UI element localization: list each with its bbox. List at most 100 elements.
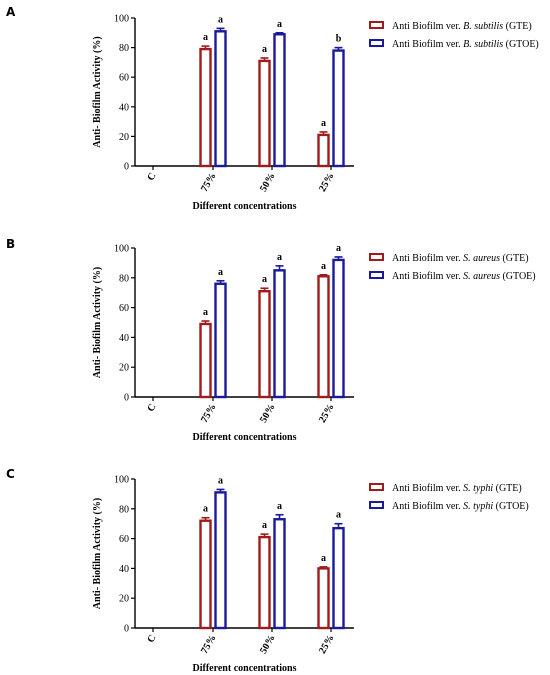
significance-label: a [203,307,208,318]
legend-swatch-gtoe [369,501,384,509]
x-tick-label: C [145,633,158,645]
bar-gte [317,133,330,168]
y-tick-label: 80 [119,504,129,515]
y-tick-label: 100 [114,475,129,486]
legend-label-suffix: (GTOE) [500,271,536,282]
significance-label: a [336,243,341,254]
y-tick-label: 40 [119,333,129,344]
legend-label-prefix: Anti Biofilm ver. [392,483,463,494]
x-tick-label: 25% [317,633,337,656]
legend-label-suffix: (GTE) [493,483,522,494]
significance-label: a [277,501,282,512]
bar-gtoe [273,33,286,168]
legend-label-prefix: Anti Biofilm ver. [392,21,463,32]
x-axis-title: Different concentrations [193,432,297,443]
legend-label-suffix: (GTE) [503,21,532,32]
legend-label-species: S. typhi [463,483,493,494]
legend-swatch-gte [369,253,384,261]
x-tick-label: 50% [258,633,278,656]
significance-label: a [203,32,208,43]
y-tick-label: 80 [119,273,129,284]
bar-gte [258,290,271,399]
legend-label-suffix: (GTE) [500,253,529,264]
legend-label-prefix: Anti Biofilm ver. [392,501,463,512]
y-tick-label: 20 [119,132,129,143]
legend-label-gte: Anti Biofilm ver. S. typhi (GTE) [392,483,522,494]
y-tick-label: 60 [119,73,129,84]
bar-gtoe [214,30,227,168]
bar-gte [317,275,330,399]
bar-gte [199,519,212,630]
panel-letter: B [6,237,15,251]
bar-gte [258,535,271,630]
legend-label-species: B. subtilis [463,21,503,32]
y-tick-label: 0 [124,624,129,635]
bar-gtoe [273,518,286,630]
y-tick-label: 0 [124,393,129,404]
bar-gte [199,322,212,399]
x-tick-label: C [145,402,158,414]
bar-gte [317,567,330,630]
significance-label: a [277,19,282,30]
legend-label-prefix: Anti Biofilm ver. [392,39,463,50]
legend-label-species: S. aureus [463,253,500,264]
legend-label-prefix: Anti Biofilm ver. [392,271,463,282]
legend-label-gtoe: Anti Biofilm ver. S. aureus (GTOE) [392,271,536,282]
x-tick-label: 75% [199,171,219,194]
legend-swatch-gte [369,21,384,29]
y-tick-label: 40 [119,102,129,113]
panel-letter: A [6,5,16,19]
significance-label: a [218,267,223,278]
bar-gtoe [332,526,345,630]
bar-gtoe [273,269,286,399]
legend-label-gtoe: Anti Biofilm ver. S. typhi (GTOE) [392,501,529,512]
legend-label-species: B. subtilis [463,39,503,50]
x-tick-label: 25% [317,402,337,425]
significance-label: a [336,510,341,521]
x-axis-title: Different concentrations [193,663,297,674]
legend-swatch-gtoe [369,39,384,47]
legend-label-species: S. typhi [463,501,493,512]
x-tick-label: 50% [258,402,278,425]
y-axis-title: Anti- Biofilm Activity (%) [92,498,103,609]
y-tick-label: 0 [124,162,129,173]
bar-gte [258,59,271,168]
significance-label: a [262,44,267,55]
bar-gtoe [214,491,227,630]
significance-label: a [262,274,267,285]
significance-label: a [218,475,223,486]
x-tick-label: 75% [199,633,219,656]
bar-gtoe [332,49,345,168]
significance-label: a [321,261,326,272]
chart-panel-c: C 0 20 40 60 80 100 C 75% 50% 25% Anti- Biofilm Act… [6,467,529,674]
chart-panel-a: A 0 20 40 60 80 100 C 75% 50% 25% Anti- Biofilm Act… [6,5,539,212]
panel-letter: C [6,467,15,481]
x-tick-label: C [145,171,158,183]
bar-gtoe [214,282,227,399]
legend-label-gte: Anti Biofilm ver. B. subtilis (GTE) [392,21,532,32]
significance-label: a [218,14,223,25]
y-tick-label: 60 [119,534,129,545]
x-axis-title: Different concentrations [193,201,297,212]
legend-label-species: S. aureus [463,271,500,282]
significance-label: a [321,553,326,564]
significance-label: a [262,520,267,531]
x-tick-label: 75% [199,402,219,425]
y-tick-label: 40 [119,564,129,575]
y-tick-label: 60 [119,303,129,314]
y-tick-label: 80 [119,43,129,54]
significance-label: a [203,504,208,515]
y-axis-title: Anti- Biofilm Activity (%) [92,267,103,378]
y-axis-title: Anti- Biofilm Activity (%) [92,36,103,147]
legend-label-gtoe: Anti Biofilm ver. B. subtilis (GTOE) [392,39,539,50]
y-tick-label: 100 [114,14,129,25]
x-tick-label: 50% [258,171,278,194]
legend-label-suffix: (GTOE) [493,501,529,512]
legend-label-suffix: (GTOE) [503,39,539,50]
y-tick-label: 20 [119,363,129,374]
legend-swatch-gtoe [369,271,384,279]
x-tick-label: 25% [317,171,337,194]
y-tick-label: 20 [119,594,129,605]
legend-swatch-gte [369,483,384,491]
